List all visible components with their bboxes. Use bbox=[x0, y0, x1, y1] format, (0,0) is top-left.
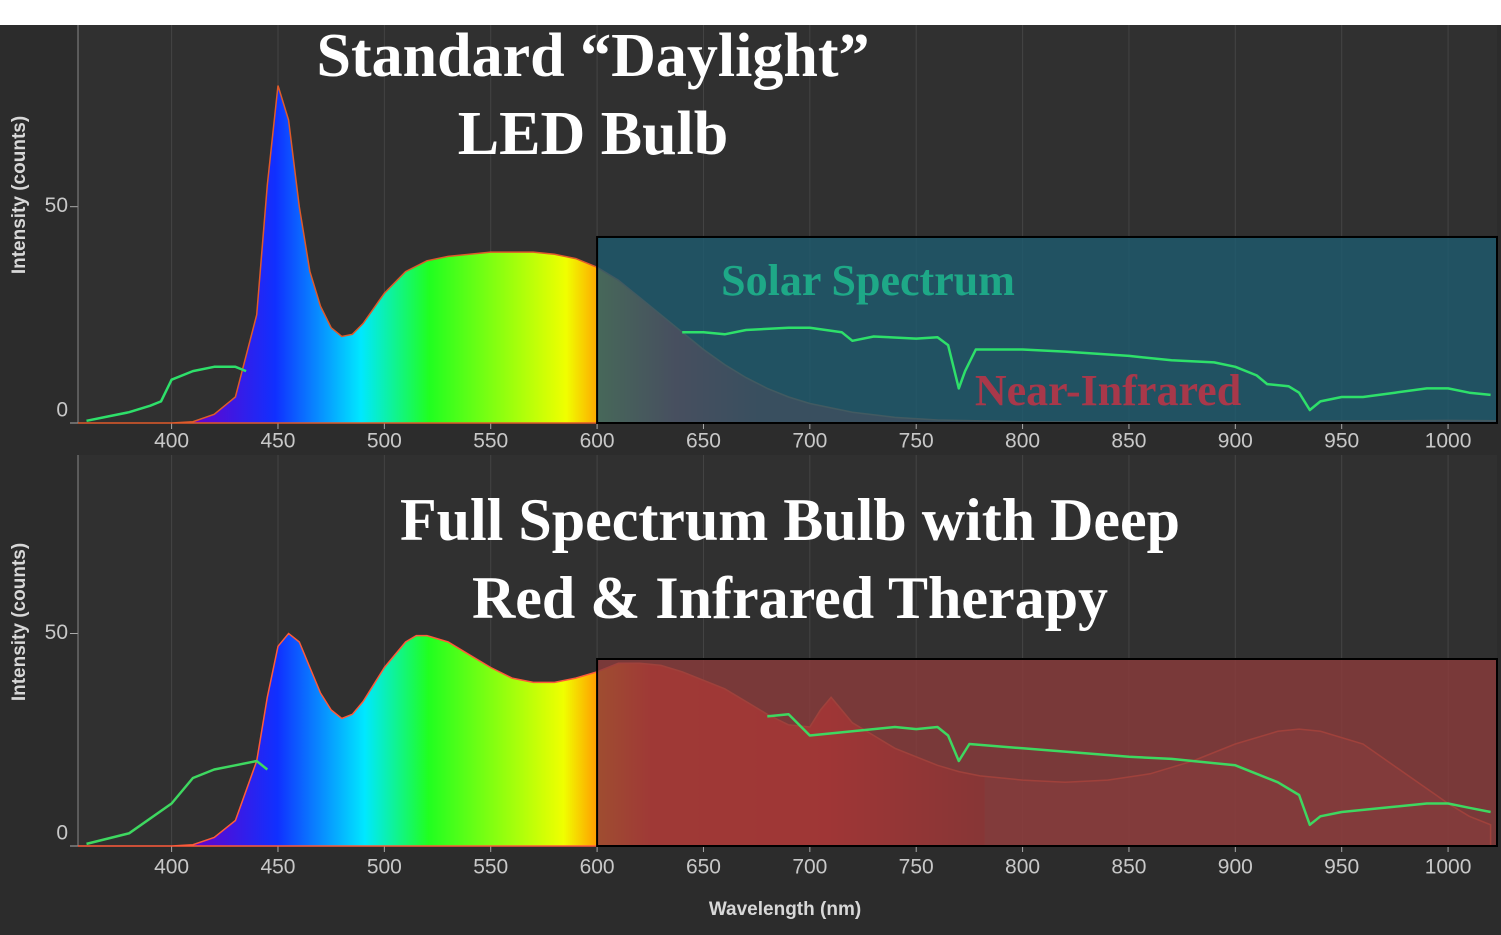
x-tick-label: 800 bbox=[1005, 430, 1040, 453]
x-tick-label: 500 bbox=[367, 856, 402, 879]
spectrum-line bbox=[682, 326, 1491, 412]
x-tick-label: 600 bbox=[580, 856, 615, 879]
spectrum-line bbox=[767, 713, 1491, 827]
y-axis-label: Intensity (counts) bbox=[9, 543, 30, 701]
x-tick-label: 650 bbox=[686, 856, 721, 879]
x-tick-label: 450 bbox=[260, 430, 295, 453]
x-tick-label: 900 bbox=[1218, 856, 1253, 879]
x-tick-label: 600 bbox=[580, 430, 615, 453]
spectrum-line bbox=[86, 365, 247, 423]
x-tick-label: 400 bbox=[154, 430, 189, 453]
x-tick-label: 700 bbox=[792, 430, 827, 453]
chart-title: Standard “Daylight” bbox=[317, 22, 870, 90]
x-tick-label: 650 bbox=[686, 430, 721, 453]
y-tick-label: 0 bbox=[56, 399, 68, 422]
x-tick-label: 950 bbox=[1324, 856, 1359, 879]
series-label: Solar Spectrum bbox=[721, 256, 1015, 305]
annotation: Near-Infrared bbox=[975, 366, 1241, 415]
x-axis-label: Wavelength (nm) bbox=[709, 899, 861, 920]
y-tick-label: 50 bbox=[45, 621, 68, 644]
chart-title: Red & Infrared Therapy bbox=[472, 565, 1108, 631]
chart-title: Full Spectrum Bulb with Deep bbox=[400, 487, 1180, 553]
x-tick-label: 500 bbox=[367, 430, 402, 453]
x-tick-label: 750 bbox=[899, 430, 934, 453]
x-tick-label: 550 bbox=[473, 856, 508, 879]
x-tick-label: 450 bbox=[260, 856, 295, 879]
x-tick-label: 850 bbox=[1111, 430, 1146, 453]
y-tick-label: 0 bbox=[56, 822, 68, 845]
x-tick-label: 800 bbox=[1005, 856, 1040, 879]
y-axis-label: Intensity (counts) bbox=[9, 116, 30, 274]
x-tick-label: 900 bbox=[1218, 430, 1253, 453]
x-tick-label: 850 bbox=[1111, 856, 1146, 879]
y-tick-label: 50 bbox=[45, 194, 68, 217]
highlight-region bbox=[596, 658, 1498, 847]
x-tick-label: 1000 bbox=[1425, 430, 1472, 453]
x-tick-label: 1000 bbox=[1425, 856, 1472, 879]
x-tick-label: 950 bbox=[1324, 430, 1359, 453]
x-tick-label: 750 bbox=[899, 856, 934, 879]
spectrum-line bbox=[86, 759, 269, 846]
x-tick-label: 700 bbox=[792, 856, 827, 879]
x-tick-label: 400 bbox=[154, 856, 189, 879]
chart-title: LED Bulb bbox=[458, 100, 729, 168]
x-tick-label: 550 bbox=[473, 430, 508, 453]
